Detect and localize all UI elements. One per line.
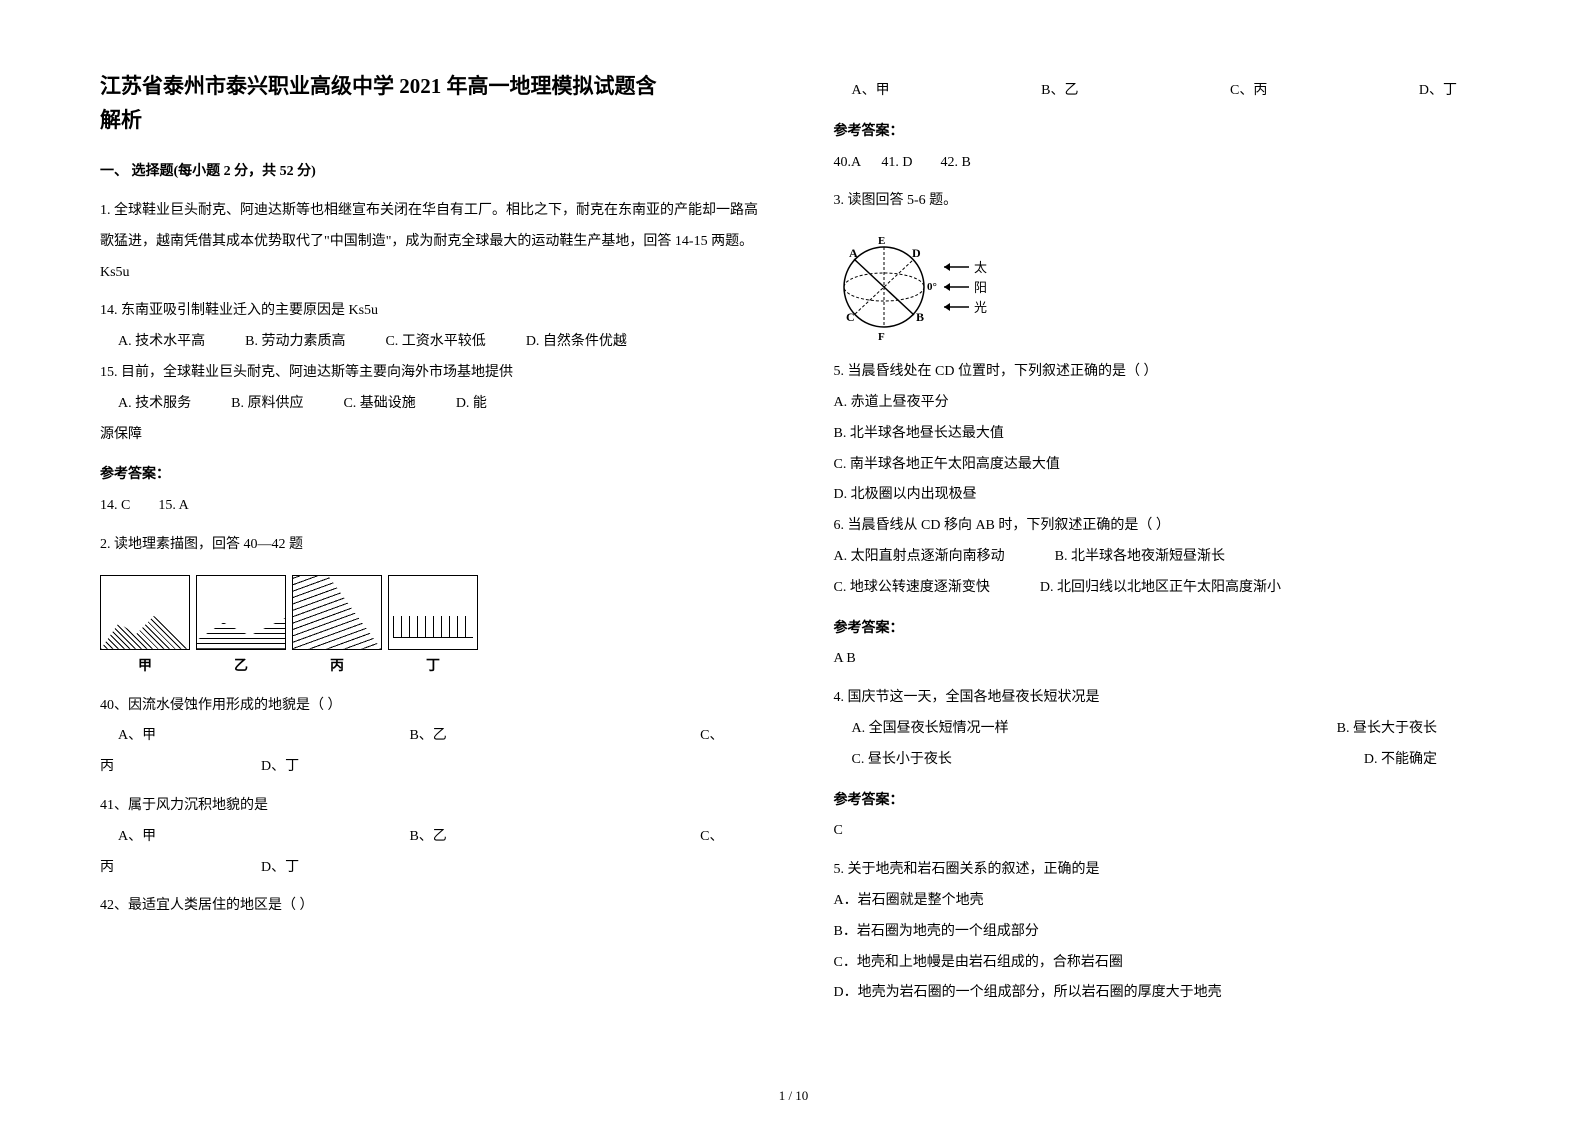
- svg-text:B: B: [916, 310, 924, 324]
- q14-opt-b: B. 劳动力素质高: [245, 327, 345, 358]
- q5b: 5. 关于地壳和岩石圈关系的叙述，正确的是: [834, 855, 1498, 886]
- q6-opt-c: C. 地球公转速度逐渐变快: [834, 573, 990, 604]
- q14-opt-d: D. 自然条件优越: [526, 327, 627, 358]
- earth-diagram: A B C D E F 0° 太 阳 光: [834, 227, 1014, 347]
- q41: 41、属于风力沉积地貌的是: [100, 791, 764, 822]
- q14: 14. 东南亚吸引制鞋业迁入的主要原因是 Ks5u: [100, 296, 764, 327]
- q5-opt-a: A. 赤道上昼夜平分: [834, 388, 1498, 419]
- q4-opt-d: D. 不能确定: [1364, 745, 1437, 776]
- top-opt-b: B、乙: [1041, 76, 1078, 107]
- svg-text:C: C: [846, 310, 855, 324]
- sketch-d: [388, 575, 478, 650]
- q6: 6. 当晨昏线从 CD 移向 AB 时，下列叙述正确的是（ ）: [834, 511, 1498, 542]
- svg-text:0°: 0°: [927, 281, 937, 293]
- sketch-b: [196, 575, 286, 650]
- q4-opt-c: C. 昼长小于夜长: [852, 745, 952, 776]
- q40: 40、因流水侵蚀作用形成的地貌是（ ）: [100, 691, 764, 722]
- sketch-c: [292, 575, 382, 650]
- q1-intro: 1. 全球鞋业巨头耐克、阿迪达斯等也相继宣布关闭在华自有工厂。相比之下，耐克在东…: [100, 196, 764, 288]
- q2: 2. 读地理素描图，回答 40—42 题: [100, 530, 764, 561]
- svg-text:光: 光: [974, 300, 987, 315]
- q6-opt-a: A. 太阳直射点逐渐向南移动: [834, 542, 1005, 573]
- answer-4: C: [834, 816, 1498, 847]
- q15: 15. 目前，全球鞋业巨头耐克、阿迪达斯等主要向海外市场基地提供: [100, 358, 764, 389]
- top-opt-a: A、甲: [852, 76, 890, 107]
- q15-opt-c: C. 基础设施: [343, 389, 415, 420]
- sketch-a: [100, 575, 190, 650]
- sketch-label-d: 丁: [388, 652, 478, 683]
- answer-label-4: 参考答案：: [834, 786, 1498, 817]
- q3: 3. 读图回答 5-6 题。: [834, 186, 1498, 217]
- top-opt-d: D、丁: [1419, 76, 1457, 107]
- svg-text:太: 太: [974, 260, 987, 275]
- q6-opt-b: B. 北半球各地夜渐短昼渐长: [1055, 542, 1225, 573]
- q41-opt-c-cont: 丙: [100, 860, 114, 875]
- answer-1: 14. C 15. A: [100, 491, 764, 522]
- page-footer: 1 / 10: [779, 1088, 809, 1104]
- q5b-opt-a: A．岩石圈就是整个地壳: [834, 886, 1498, 917]
- answer-3: A B: [834, 644, 1498, 675]
- q41-opt-a: A、甲: [118, 822, 156, 853]
- title-line2: 解析: [100, 108, 142, 132]
- q15-opt-d: D. 能: [456, 389, 487, 420]
- q5-opt-d: D. 北极圈以内出现极昼: [834, 480, 1498, 511]
- q5-opt-c: C. 南半球各地正午太阳高度达最大值: [834, 450, 1498, 481]
- answer-label-2: 参考答案：: [834, 117, 1498, 148]
- q5b-opt-d: D．地壳为岩石圈的一个组成部分，所以岩石圈的厚度大于地壳: [834, 978, 1498, 1009]
- q42: 42、最适宜人类居住的地区是（ ）: [100, 891, 764, 922]
- q40-opt-d: D、丁: [261, 759, 299, 774]
- q40-opt-a: A、甲: [118, 721, 156, 752]
- q4-opt-a: A. 全国昼夜长短情况一样: [852, 714, 1009, 745]
- q40-opt-b: B、乙: [409, 721, 446, 752]
- svg-text:F: F: [878, 331, 885, 343]
- q15-opt-d-cont: 源保障: [100, 420, 764, 451]
- q41-opt-d: D、丁: [261, 860, 299, 875]
- q40-opt-c-cont: 丙: [100, 759, 114, 774]
- sketch-row: 甲 乙 丙 丁: [100, 575, 764, 683]
- svg-text:D: D: [912, 246, 921, 260]
- svg-text:E: E: [878, 235, 885, 247]
- q5b-opt-c: C．地壳和上地幔是由岩石组成的，合称岩石圈: [834, 948, 1498, 979]
- q5b-opt-b: B．岩石圈为地壳的一个组成部分: [834, 917, 1498, 948]
- answer-2: 40.A 41. D 42. B: [834, 148, 1498, 179]
- sketch-label-b: 乙: [196, 652, 286, 683]
- answer-label-1: 参考答案：: [100, 460, 764, 491]
- q5-opt-b: B. 北半球各地昼长达最大值: [834, 419, 1498, 450]
- top-opt-c: C、丙: [1230, 76, 1267, 107]
- sketch-label-c: 丙: [292, 652, 382, 683]
- q5: 5. 当晨昏线处在 CD 位置时，下列叙述正确的是（ ）: [834, 357, 1498, 388]
- sketch-label-a: 甲: [100, 652, 190, 683]
- q6-opt-d: D. 北回归线以北地区正午太阳高度渐小: [1040, 573, 1281, 604]
- q14-opt-c: C. 工资水平较低: [385, 327, 485, 358]
- svg-text:阳: 阳: [974, 280, 987, 295]
- q41-opt-b: B、乙: [409, 822, 446, 853]
- q4-opt-b: B. 昼长大于夜长: [1337, 714, 1437, 745]
- q15-opt-a: A. 技术服务: [118, 389, 191, 420]
- q4: 4. 国庆节这一天，全国各地昼夜长短状况是: [834, 683, 1498, 714]
- svg-text:A: A: [849, 246, 858, 260]
- section-1-header: 一、 选择题(每小题 2 分，共 52 分): [100, 157, 764, 188]
- title-line1: 江苏省泰州市泰兴职业高级中学 2021 年高一地理模拟试题含: [100, 74, 657, 98]
- q40-opt-c: C、: [700, 721, 723, 752]
- q41-opt-c: C、: [700, 822, 723, 853]
- q14-opt-a: A. 技术水平高: [118, 327, 205, 358]
- q15-opt-b: B. 原料供应: [231, 389, 303, 420]
- answer-label-3: 参考答案：: [834, 614, 1498, 645]
